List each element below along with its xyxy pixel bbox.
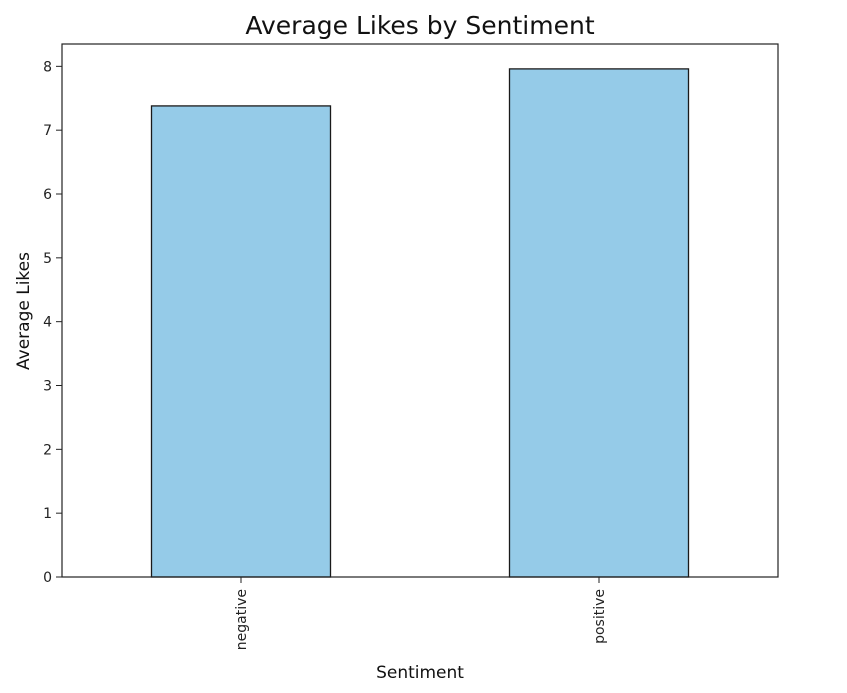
y-tick-label: 7 <box>43 123 52 139</box>
y-tick-label: 0 <box>43 570 52 586</box>
x-axis-ticks: negative positive <box>234 577 608 650</box>
x-tick-label-negative: negative <box>234 589 250 650</box>
y-tick-label: 2 <box>43 442 52 458</box>
y-tick-label: 8 <box>43 59 52 75</box>
y-axis-label: Average Likes <box>14 252 34 370</box>
x-tick-label-positive: positive <box>592 589 608 644</box>
x-axis-label: Sentiment <box>376 663 464 683</box>
y-tick-label: 1 <box>43 506 52 522</box>
y-tick-label: 5 <box>43 251 52 267</box>
bar-positive <box>510 69 689 577</box>
chart-title: Average Likes by Sentiment <box>245 11 594 40</box>
y-axis-ticks: 0 1 2 3 4 5 6 7 8 <box>43 59 62 586</box>
y-tick-label: 6 <box>43 187 52 203</box>
y-tick-label: 3 <box>43 379 52 395</box>
y-tick-label: 4 <box>43 315 52 331</box>
bar-negative <box>152 106 331 577</box>
bars-layer <box>152 69 689 577</box>
